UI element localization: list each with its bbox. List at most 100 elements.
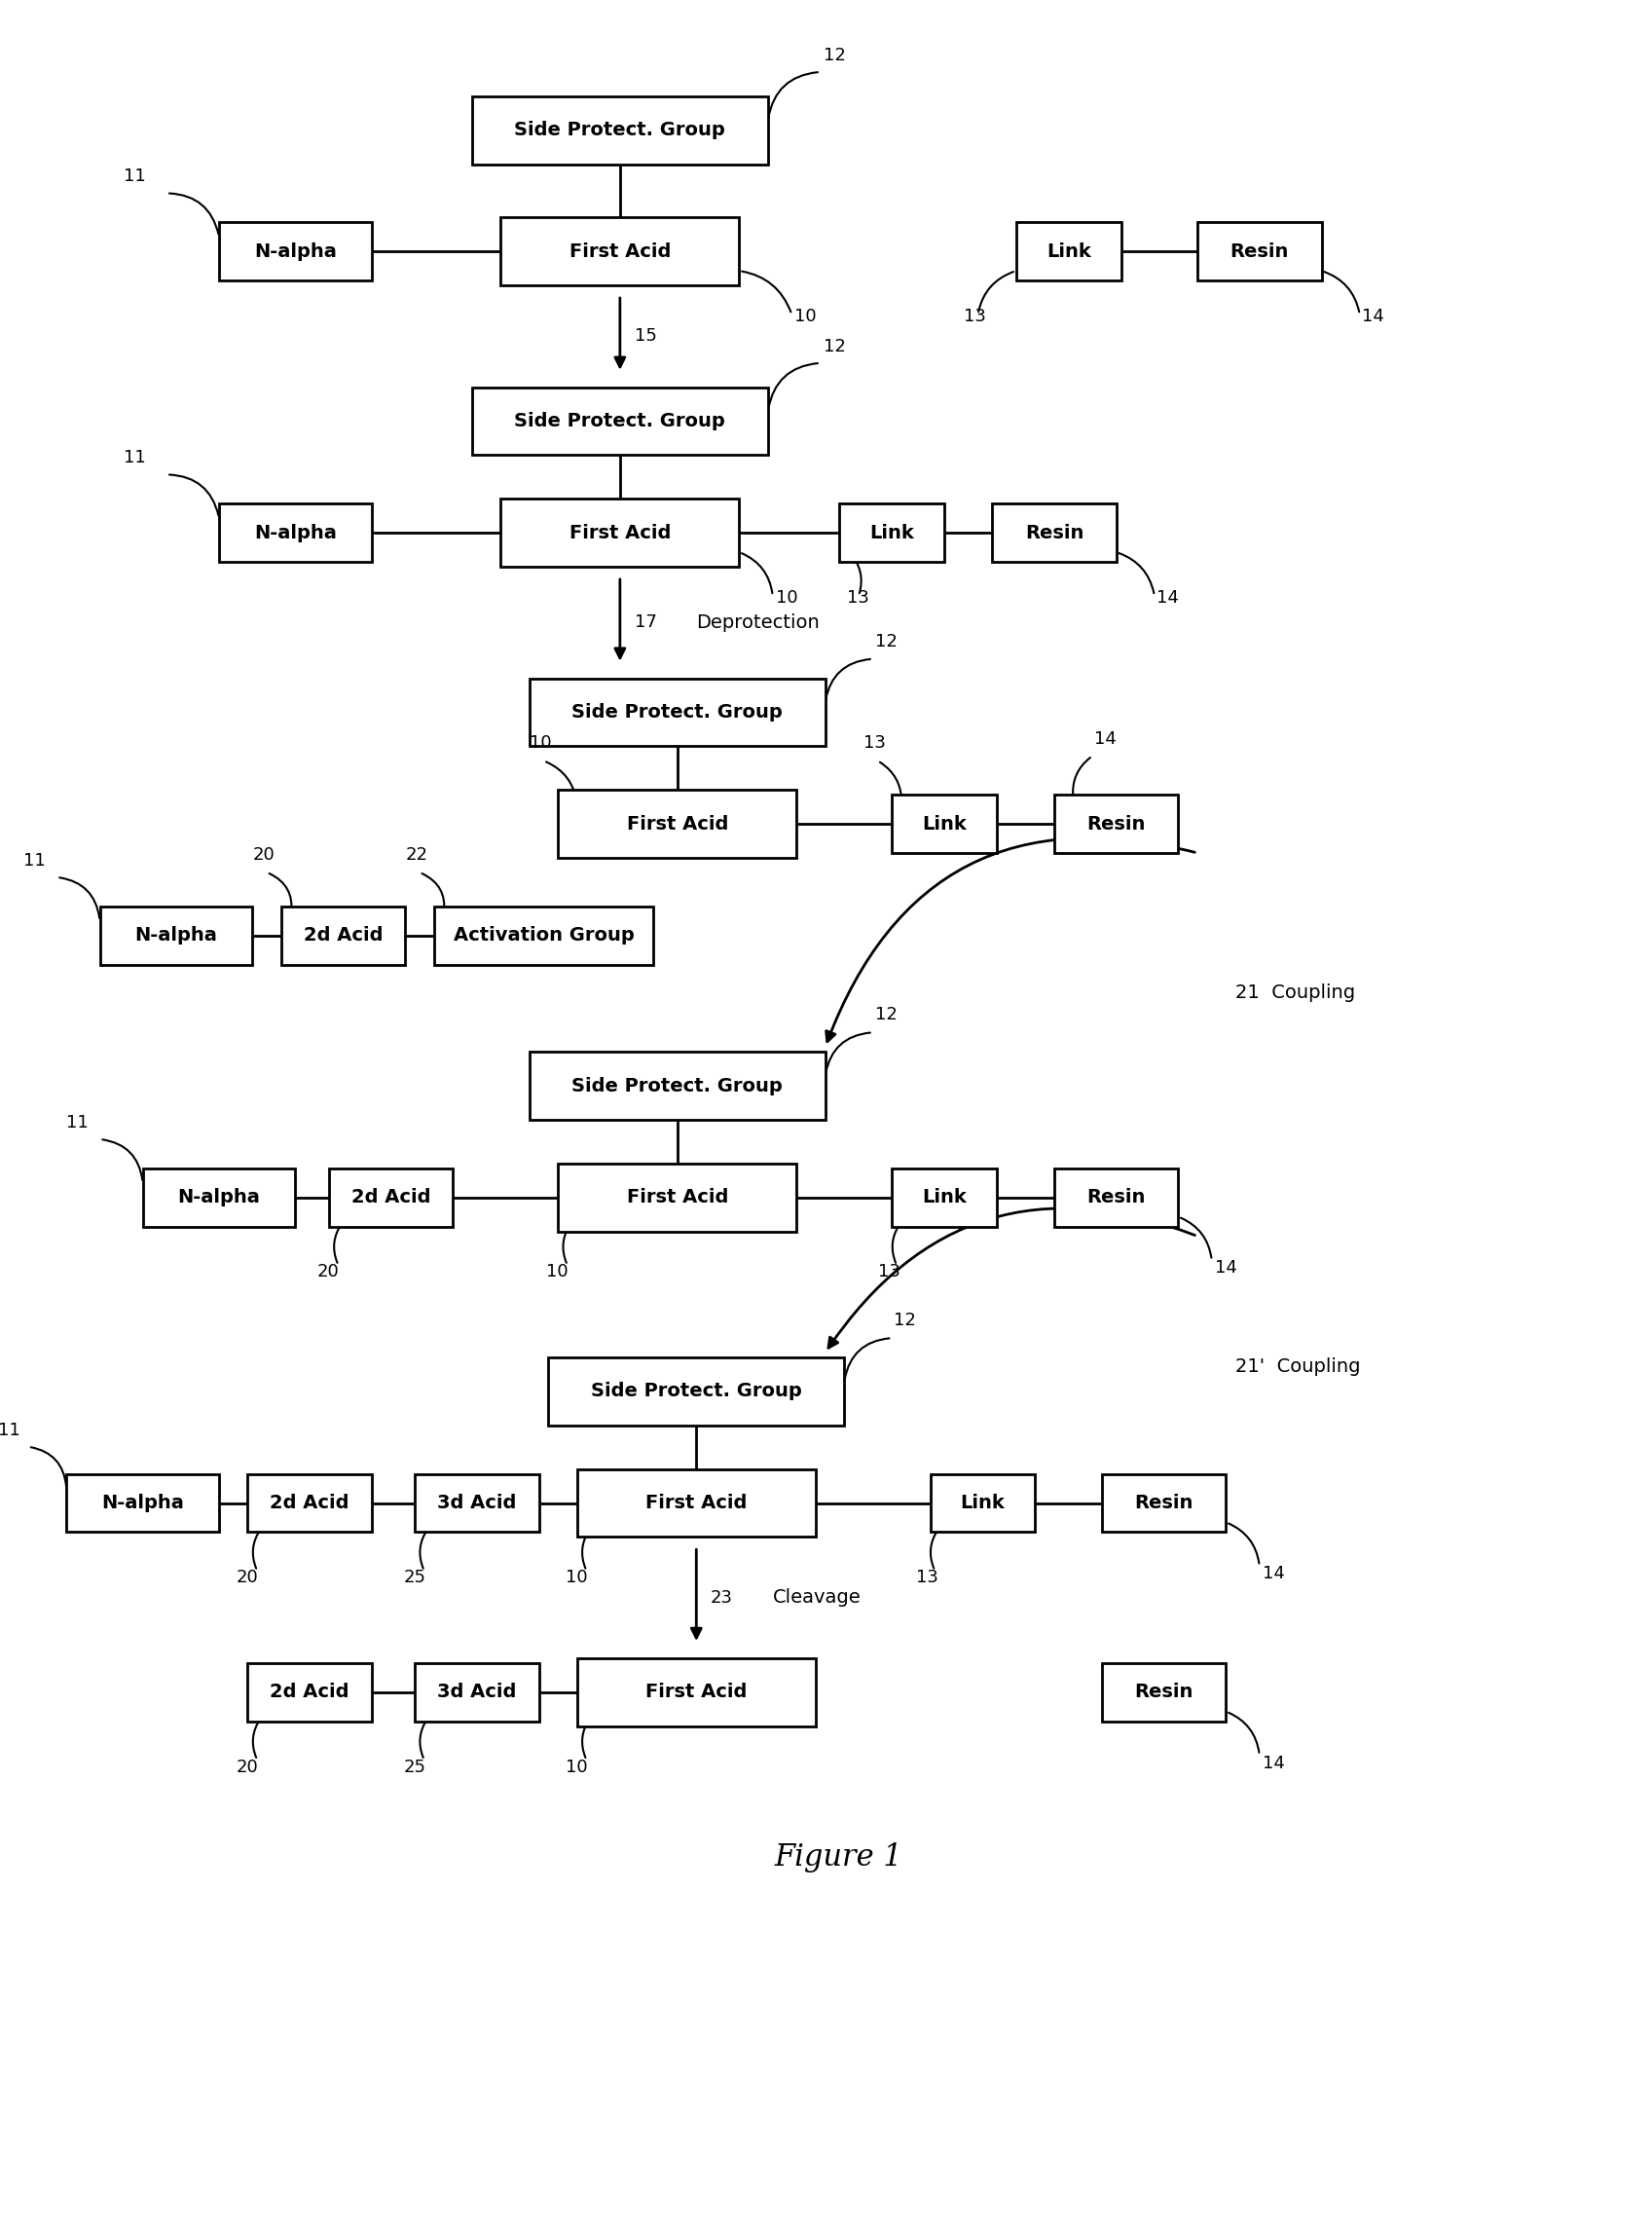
Text: 11: 11 [0,1422,20,1440]
Text: 10: 10 [775,590,798,607]
Text: Side Protect. Group: Side Protect. Group [572,1077,783,1095]
Text: 14: 14 [1156,590,1178,607]
Text: 14: 14 [1361,307,1384,325]
Text: Side Protect. Group: Side Protect. Group [591,1382,801,1402]
Text: N-alpha: N-alpha [254,243,337,260]
Text: 11: 11 [66,1115,89,1133]
Text: 23: 23 [710,1589,733,1606]
Text: 20: 20 [253,845,274,863]
Text: Cleavage: Cleavage [773,1589,861,1606]
FancyBboxPatch shape [1102,1473,1226,1533]
FancyBboxPatch shape [892,794,998,852]
Text: Deprotection: Deprotection [697,614,819,632]
Text: Link: Link [960,1493,1004,1513]
FancyBboxPatch shape [558,1164,796,1230]
FancyBboxPatch shape [577,1658,816,1727]
Text: Link: Link [922,814,966,832]
Text: Resin: Resin [1135,1682,1193,1702]
Text: 14: 14 [1214,1259,1237,1277]
Text: 2d Acid: 2d Acid [269,1682,350,1702]
Text: 10: 10 [565,1569,588,1586]
Text: 17: 17 [634,614,656,632]
Text: 21'  Coupling: 21' Coupling [1236,1357,1361,1375]
Text: 3d Acid: 3d Acid [438,1682,517,1702]
Text: 13: 13 [864,734,885,752]
FancyBboxPatch shape [577,1468,816,1537]
Text: 11: 11 [23,852,46,870]
FancyBboxPatch shape [472,96,768,165]
FancyBboxPatch shape [930,1473,1036,1533]
Text: 14: 14 [1094,730,1117,748]
Text: 13: 13 [915,1569,938,1586]
Text: Resin: Resin [1231,243,1289,260]
Text: Resin: Resin [1087,1188,1146,1206]
Text: Resin: Resin [1087,814,1146,832]
FancyBboxPatch shape [415,1662,539,1722]
Text: 25: 25 [403,1758,426,1776]
FancyBboxPatch shape [1016,222,1122,280]
Text: Link: Link [1046,243,1090,260]
Text: Figure 1: Figure 1 [773,1842,902,1873]
FancyBboxPatch shape [415,1473,539,1533]
FancyBboxPatch shape [220,503,372,563]
FancyBboxPatch shape [434,906,654,966]
Text: First Acid: First Acid [570,523,671,543]
FancyBboxPatch shape [1054,1168,1178,1226]
Text: N-alpha: N-alpha [101,1493,183,1513]
FancyBboxPatch shape [281,906,405,966]
FancyBboxPatch shape [329,1168,453,1226]
Text: Side Protect. Group: Side Protect. Group [514,120,725,140]
Text: 2d Acid: 2d Acid [269,1493,350,1513]
FancyBboxPatch shape [142,1168,296,1226]
Text: First Acid: First Acid [646,1493,747,1513]
Text: 12: 12 [876,1006,897,1023]
Text: 14: 14 [1262,1564,1285,1582]
Text: Resin: Resin [1024,523,1084,543]
Text: 20: 20 [236,1758,258,1776]
Text: N-alpha: N-alpha [135,926,218,946]
Text: Link: Link [922,1188,966,1206]
Text: N-alpha: N-alpha [178,1188,261,1206]
FancyBboxPatch shape [472,387,768,456]
FancyBboxPatch shape [1054,794,1178,852]
FancyBboxPatch shape [558,790,796,859]
Text: Side Protect. Group: Side Protect. Group [572,703,783,721]
Text: First Acid: First Acid [626,814,729,832]
Text: N-alpha: N-alpha [254,523,337,543]
Text: 12: 12 [823,338,846,356]
Text: 12: 12 [894,1313,917,1328]
Text: 13: 13 [963,307,986,325]
Text: 2d Acid: 2d Acid [352,1188,431,1206]
Text: 12: 12 [823,47,846,65]
Text: 10: 10 [547,1264,568,1282]
Text: Activation Group: Activation Group [453,926,634,946]
Text: Resin: Resin [1135,1493,1193,1513]
Text: First Acid: First Acid [646,1682,747,1702]
Text: Side Protect. Group: Side Protect. Group [514,412,725,429]
Text: 20: 20 [317,1264,340,1282]
FancyBboxPatch shape [99,906,253,966]
Text: 10: 10 [795,307,816,325]
FancyBboxPatch shape [548,1357,844,1426]
FancyBboxPatch shape [501,498,740,567]
Text: 11: 11 [124,449,145,467]
FancyBboxPatch shape [1198,222,1322,280]
Text: 13: 13 [877,1264,900,1282]
Text: 20: 20 [236,1569,258,1586]
FancyBboxPatch shape [66,1473,220,1533]
Text: 22: 22 [405,845,428,863]
Text: 15: 15 [634,327,656,345]
Text: 3d Acid: 3d Acid [438,1493,517,1513]
Text: First Acid: First Acid [626,1188,729,1206]
FancyBboxPatch shape [993,503,1117,563]
Text: Link: Link [869,523,914,543]
FancyBboxPatch shape [501,218,740,285]
FancyBboxPatch shape [220,222,372,280]
Text: 10: 10 [529,734,552,752]
Text: First Acid: First Acid [570,243,671,260]
FancyBboxPatch shape [248,1473,372,1533]
FancyBboxPatch shape [1102,1662,1226,1722]
FancyBboxPatch shape [892,1168,998,1226]
Text: 2d Acid: 2d Acid [304,926,383,946]
Text: 11: 11 [124,167,145,185]
